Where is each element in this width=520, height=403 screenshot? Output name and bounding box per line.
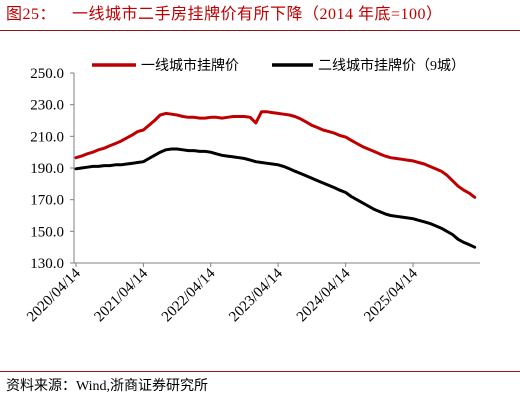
series-lines	[74, 110, 477, 249]
x-tick-label: 2024/04/14	[294, 265, 354, 325]
y-tick-label: 230.0	[30, 98, 64, 114]
source-note: 资料来源：Wind,浙商证券研究所	[6, 379, 209, 394]
y-axis-ticks: 130.0 150.0 170.0 190.0 210.0 230.0 250.0	[30, 66, 74, 272]
series-line-tier2	[74, 147, 477, 249]
y-tick-label: 250.0	[30, 66, 64, 82]
x-tick-label: 2022/04/14	[159, 265, 219, 325]
chart-title: 一线城市二手房挂牌价有所下降（2014 年底=100）	[72, 6, 443, 23]
y-tick-label: 150.0	[30, 224, 64, 240]
x-tick-label: 2021/04/14	[92, 265, 152, 325]
legend-label-tier1: 一线城市挂牌价	[141, 57, 239, 74]
figure-title: 图25： 一线城市二手房挂牌价有所下降（2014 年底=100）	[6, 4, 443, 26]
y-tick-label: 190.0	[30, 161, 64, 177]
series-line-tier1	[74, 110, 477, 199]
source-divider	[0, 371, 520, 372]
line-chart: 一线城市挂牌价 二线城市挂牌价（9城） 130.0 150.0 170.0 190.0…	[24, 57, 480, 325]
title-divider	[0, 30, 520, 31]
x-tick-label: 2020/04/14	[24, 265, 84, 325]
x-axis-ticks: 2020/04/14 2021/04/14 2022/04/14 2023/04/14…	[24, 263, 421, 325]
x-tick-label: 2023/04/14	[226, 265, 286, 325]
legend-label-tier2: 二线城市挂牌价（9城）	[318, 57, 465, 74]
legend: 一线城市挂牌价 二线城市挂牌价（9城）	[92, 57, 465, 74]
y-tick-label: 210.0	[30, 129, 64, 145]
x-tick-label: 2025/04/14	[361, 265, 421, 325]
y-tick-label: 170.0	[30, 193, 64, 209]
figure-label: 图25：	[6, 6, 57, 23]
y-tick-label: 130.0	[30, 256, 64, 272]
